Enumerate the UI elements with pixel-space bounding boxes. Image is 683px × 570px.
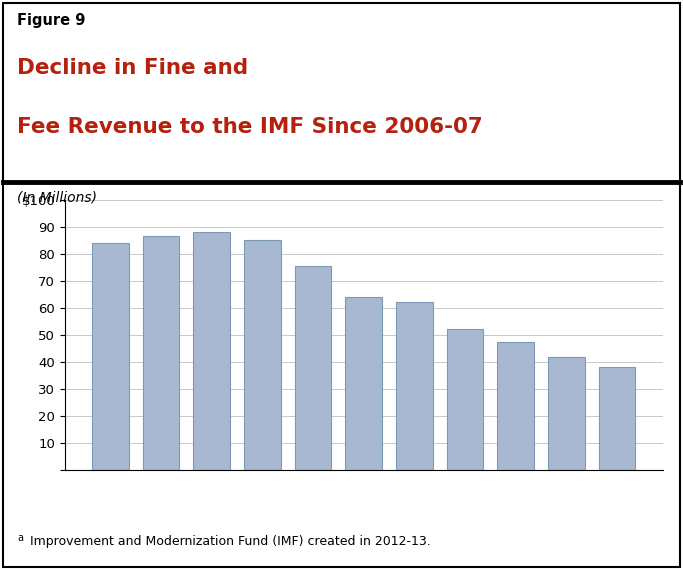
Text: Improvement and Modernization Fund (IMF) created in 2012-13.: Improvement and Modernization Fund (IMF)… bbox=[26, 535, 431, 548]
Bar bbox=[497, 341, 534, 470]
Text: Fee Revenue to the IMF Since 2006-07: Fee Revenue to the IMF Since 2006-07 bbox=[17, 117, 483, 137]
Bar bbox=[193, 232, 230, 470]
Text: (In Millions): (In Millions) bbox=[17, 191, 97, 205]
Bar bbox=[295, 266, 331, 470]
Bar bbox=[143, 236, 179, 470]
Bar bbox=[599, 368, 635, 470]
Bar bbox=[346, 297, 382, 470]
Bar bbox=[244, 240, 281, 470]
Bar bbox=[396, 302, 432, 470]
Bar bbox=[447, 329, 484, 470]
Text: Decline in Fine and: Decline in Fine and bbox=[17, 58, 248, 78]
Bar bbox=[548, 357, 585, 470]
Text: Figure 9: Figure 9 bbox=[17, 13, 85, 28]
Bar bbox=[92, 243, 128, 470]
Text: a: a bbox=[17, 533, 23, 543]
